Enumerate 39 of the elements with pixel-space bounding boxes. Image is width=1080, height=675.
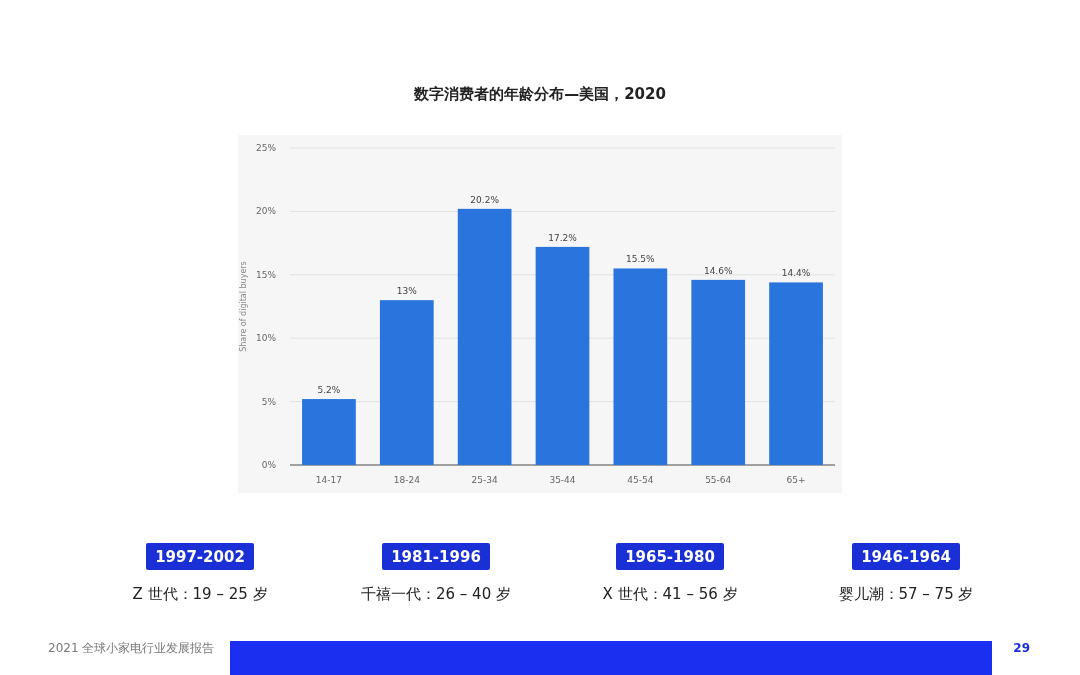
text: 1965-1980 bbox=[625, 548, 715, 566]
y-tick-label: 15% bbox=[255, 269, 277, 280]
data-label: 13% bbox=[396, 286, 418, 297]
bar bbox=[769, 282, 823, 465]
text: 1981-1996 bbox=[391, 548, 481, 566]
bar bbox=[535, 246, 590, 465]
text: Z 世代：19 – 25 岁 bbox=[132, 585, 268, 603]
data-label: 14.4% bbox=[781, 268, 811, 279]
y-tick-label: 10% bbox=[255, 333, 277, 344]
y-tick-label: 0% bbox=[261, 460, 277, 470]
x-tick-label: 14-17 bbox=[315, 475, 343, 485]
bar bbox=[457, 208, 512, 465]
y-tick-label: 25% bbox=[255, 143, 277, 153]
text: 婴儿潮：57 – 75 岁 bbox=[838, 585, 974, 603]
bar bbox=[613, 268, 668, 465]
data-label: 14.6% bbox=[703, 265, 733, 276]
data-label: 5.2% bbox=[317, 385, 341, 396]
bar bbox=[379, 300, 434, 465]
text: 29 bbox=[1013, 641, 1030, 655]
y-tick-label: 5% bbox=[261, 396, 277, 407]
text: 1997-2002 bbox=[155, 548, 245, 566]
x-tick-label: 45-54 bbox=[627, 475, 654, 485]
data-label: 15.5% bbox=[626, 254, 656, 265]
data-label: 17.2% bbox=[548, 232, 578, 243]
text: X 世代：41 – 56 岁 bbox=[602, 585, 738, 603]
data-label: 20.2% bbox=[470, 194, 500, 205]
x-tick-label: 55-64 bbox=[705, 475, 732, 485]
y-axis-title: Share of digital buyers bbox=[239, 261, 248, 352]
x-tick-label: 65+ bbox=[786, 475, 806, 485]
text: 1946-1964 bbox=[861, 548, 951, 566]
y-tick-label: 20% bbox=[255, 206, 277, 217]
text: 千禧一代：26 – 40 岁 bbox=[361, 585, 511, 603]
x-tick-label: 18-24 bbox=[393, 475, 421, 485]
bar bbox=[302, 399, 356, 465]
x-tick-label: 35-44 bbox=[549, 475, 576, 485]
text: 2021 全球小家电行业发展报告 bbox=[48, 641, 215, 655]
x-tick-label: 25-34 bbox=[471, 475, 498, 485]
bar bbox=[691, 279, 746, 465]
chart-title: 数字消费者的年龄分布—美国，2020 bbox=[413, 85, 666, 103]
